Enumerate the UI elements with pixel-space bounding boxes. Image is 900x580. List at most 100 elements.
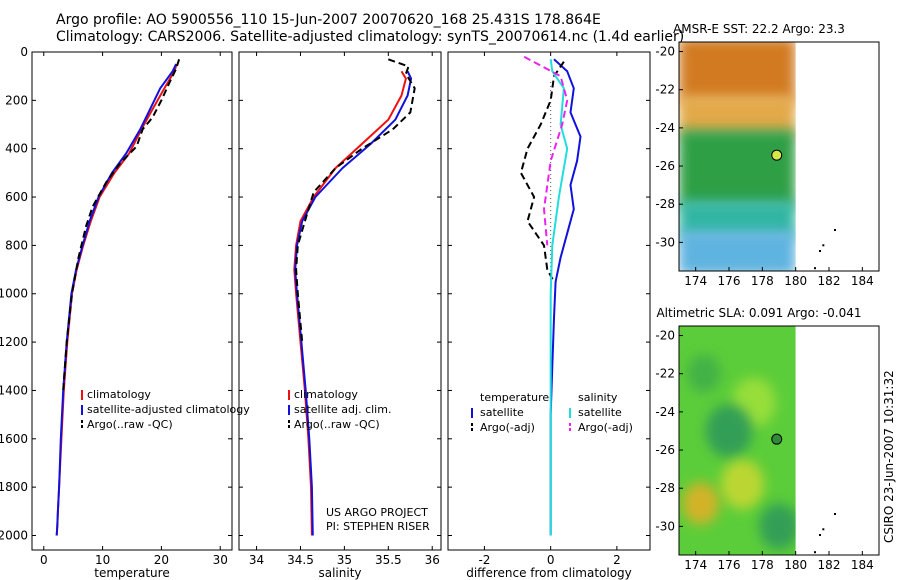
temperature-legend-label-0: climatology — [87, 388, 151, 401]
sla_map-ytick-label: -30 — [655, 519, 675, 533]
difference-frame — [447, 51, 651, 551]
sla_map-ytick-label: -28 — [655, 481, 675, 495]
title-line-1: Argo profile: AO 5900556_110 15-Jun-2007… — [56, 12, 601, 28]
difference-xtick-label: 0 — [547, 553, 555, 567]
depth-tick-label: 1600 — [0, 432, 28, 446]
salinity-xtick-label: 34.5 — [287, 553, 314, 567]
sst_map-band-4 — [679, 230, 796, 271]
sst_map-title: AMSR-E SST: 22.2 Argo: 23.3 — [673, 22, 845, 36]
sst_map-ytick-label: -26 — [655, 159, 675, 173]
title-line-2: Climatology: CARS2006. Satellite-adjuste… — [56, 29, 685, 45]
sla_map-ytick-label: -20 — [655, 329, 675, 343]
depth-tick-label: 2000 — [0, 528, 28, 542]
salinity-xtick-label: 35.5 — [375, 553, 402, 567]
depth-tick-label: 1800 — [0, 480, 28, 494]
sla_map-xtick-label: 182 — [818, 558, 841, 572]
sla_map-frame — [678, 325, 880, 556]
difference-legend-label-1-1: Argo(-adj) — [578, 421, 633, 434]
sla_map-island-1 — [822, 528, 825, 531]
sla_map-field — [679, 326, 796, 555]
salinity-series-1 — [294, 70, 413, 536]
sla_map-patch-3 — [682, 482, 720, 525]
sla_map-patch-2 — [720, 459, 764, 510]
difference-series-3 — [523, 55, 569, 246]
difference-legend-label-0-1: Argo(-adj) — [480, 421, 535, 434]
sst_map-xtick-label: 174 — [684, 274, 707, 288]
sla_map-patch-5 — [687, 354, 721, 393]
difference-legend-label-0-0: satellite — [480, 406, 524, 419]
depth-tick-label: 400 — [5, 142, 28, 156]
sst_map-ytick-label: -22 — [655, 83, 675, 97]
sla_map-ytick-label: -22 — [655, 367, 675, 381]
salinity-legend-label-0: climatology — [294, 388, 358, 401]
difference-legend-label-1-0: satellite — [578, 406, 622, 419]
sla-map: 174 176 178 180 182 184 -20 -22 -24 -26 -28 -30 Alti… — [655, 306, 880, 572]
sst_map-ytick-label: -30 — [655, 235, 675, 249]
sla_map-title: Altimetric SLA: 0.091 Argo: -0.041 — [656, 306, 861, 320]
depth-tick-label: 1200 — [0, 335, 28, 349]
sst_map-xtick-label: 176 — [718, 274, 741, 288]
temperature-plot: 0 10 20 30 0 200 400 600 800 1000 1200 1400 1600 1800… — [0, 45, 250, 580]
depth-tick-label: 200 — [5, 93, 28, 107]
sst_map-ytick-label: -20 — [655, 45, 675, 59]
sst_map-ytick-label: -28 — [655, 197, 675, 211]
difference-legend-group-title-1: salinity — [578, 391, 618, 404]
sla_map-xtick-label: 178 — [751, 558, 774, 572]
temperature-frame — [31, 51, 233, 551]
depth-tick-label: 800 — [5, 238, 28, 252]
sla_map-patch-4 — [759, 503, 796, 550]
salinity-xtick-label: 34 — [249, 553, 264, 567]
timestamp-stamp: CSIRO 23-Jun-2007 10:31:32 — [882, 370, 896, 543]
sst_map-ytick-label: -24 — [655, 121, 675, 135]
sst_map-band-0 — [679, 42, 796, 104]
difference-legend-group-title-0: temperature — [480, 391, 549, 404]
salinity-series-2 — [295, 58, 416, 343]
sla_map-patch-1 — [705, 404, 753, 458]
salinity-legend-label-2: Argo(..raw -QC) — [294, 418, 380, 431]
temperature-xlabel: temperature — [94, 566, 169, 580]
sst_map-island-3 — [814, 267, 816, 270]
difference-xtick-label: 2 — [613, 553, 621, 567]
sla_map-xtick-label: 180 — [784, 558, 807, 572]
sst_map-island-1 — [822, 244, 825, 247]
temperature-series-1 — [55, 63, 177, 536]
difference-xlabel: difference from climatology — [466, 566, 632, 580]
salinity-xtick-label: 36 — [425, 553, 440, 567]
sst_map-xtick-label: 178 — [751, 274, 774, 288]
sla_map-island-2 — [819, 534, 821, 537]
sst_map-xtick-label: 184 — [851, 274, 874, 288]
temperature-series-2 — [62, 59, 181, 391]
float-position-marker — [771, 433, 783, 445]
salinity-legend-label-1: satellite adj. clim. — [294, 403, 391, 416]
salinity-frame — [238, 51, 442, 551]
sst_map-xtick-label: 180 — [784, 274, 807, 288]
sla_map-island-3 — [814, 551, 816, 554]
sla_map-xtick-label: 176 — [718, 558, 741, 572]
temperature-legend-label-2: Argo(..raw -QC) — [87, 418, 173, 431]
difference-xtick-label: -2 — [478, 553, 490, 567]
temperature-xtick-label: 30 — [213, 553, 228, 567]
depth-tick-label: 600 — [5, 190, 28, 204]
depth-tick-label: 0 — [20, 45, 28, 59]
sst_map-xtick-label: 182 — [818, 274, 841, 288]
sla_map-ytick-label: -24 — [655, 405, 675, 419]
depth-tick-label: 1400 — [0, 383, 28, 397]
temperature-series-0 — [55, 63, 178, 536]
depth-tick-label: 1000 — [0, 287, 28, 301]
sst_map-band-2 — [679, 129, 796, 209]
difference-series-2 — [549, 59, 569, 536]
credit-pi: PI: STEPHEN RISER — [326, 520, 430, 533]
sst_map-frame — [678, 41, 880, 272]
sla_map-xtick-label: 174 — [684, 558, 707, 572]
sst_map-island-0 — [834, 229, 836, 232]
temperature-xtick-label: 10 — [95, 553, 110, 567]
temperature-xtick-label: 20 — [154, 553, 169, 567]
salinity-plot: 34 34.5 35 35.5 36 salinity climatology satelli… — [238, 51, 442, 580]
temperature-xtick-label: 0 — [40, 553, 48, 567]
sla_map-xtick-label: 184 — [851, 558, 874, 572]
salinity-xtick-label: 35 — [337, 553, 352, 567]
difference-series-0 — [549, 58, 582, 536]
sst_map-island-2 — [819, 250, 821, 253]
